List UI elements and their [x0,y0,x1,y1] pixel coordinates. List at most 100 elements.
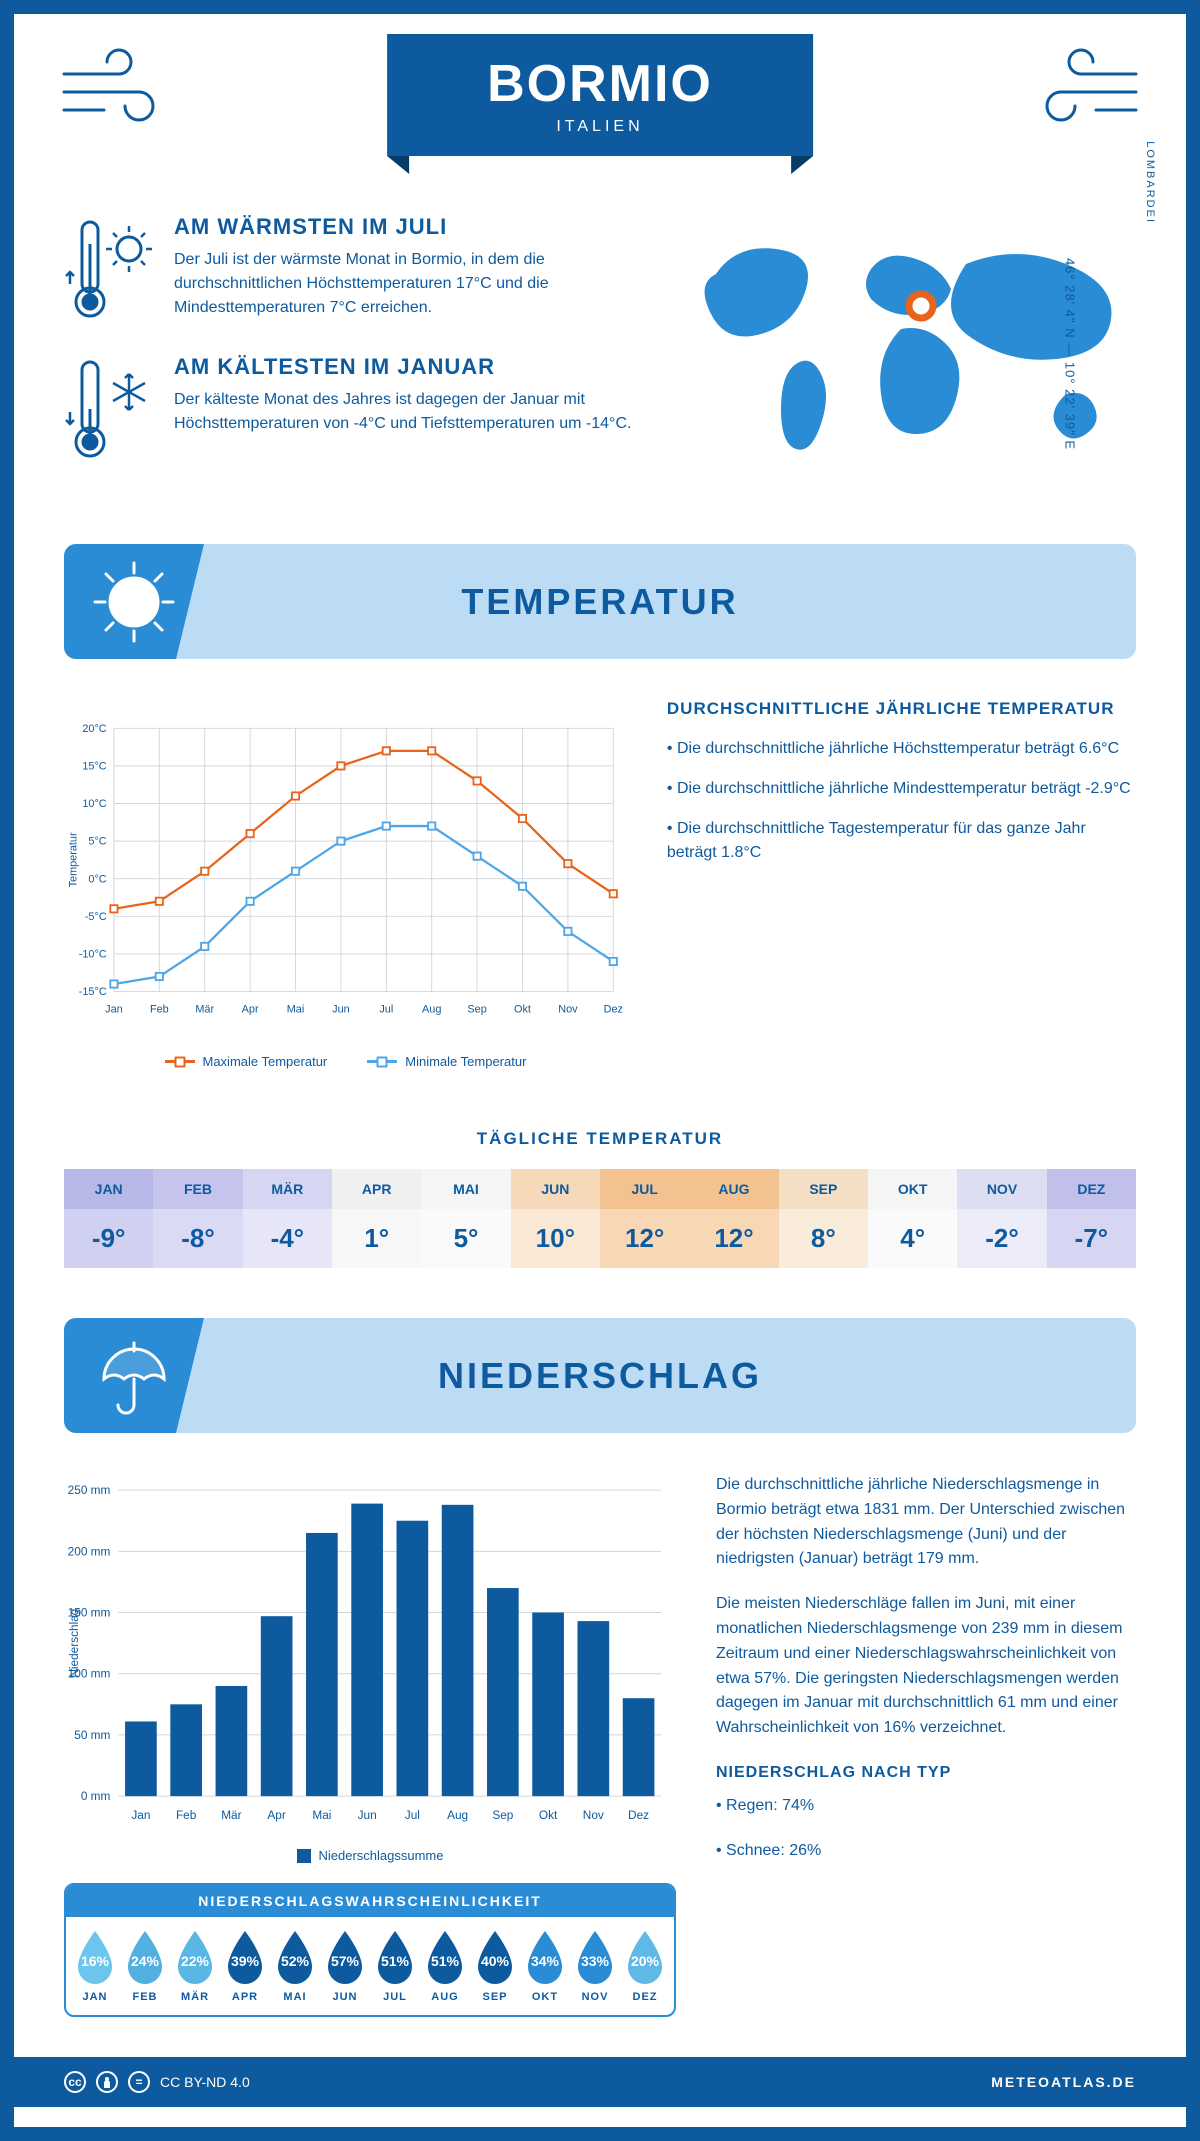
umbrella-icon [64,1318,204,1433]
city-name: BORMIO [487,54,713,114]
svg-text:Aug: Aug [422,1003,441,1015]
coordinates: 46° 28' 4" N — 10° 22' 39" E [1062,258,1077,450]
svg-text:-15°C: -15°C [79,986,107,998]
sun-icon [64,544,204,659]
daily-temp-cell: OKT4° [868,1169,957,1268]
svg-text:Jan: Jan [105,1003,123,1015]
daily-temp-cell: FEB-8° [153,1169,242,1268]
svg-text:Jan: Jan [131,1808,150,1822]
svg-text:20°C: 20°C [82,723,106,735]
temp-fact-bullet: • Die durchschnittliche jährliche Mindes… [667,777,1136,801]
precip-p1: Die durchschnittliche jährliche Niedersc… [716,1473,1136,1572]
world-map-box: LOMBARDEI 46° 28' 4" N — 10° 22' 39" E [686,214,1136,494]
svg-text:Jun: Jun [332,1003,350,1015]
probability-drop: 20% DEZ [622,1929,668,2003]
thermometer-sun-icon [64,214,154,324]
warmest-block: AM WÄRMSTEN IM JULI Der Juli ist der wär… [64,214,646,324]
temp-facts-title: DURCHSCHNITTLICHE JÄHRLICHE TEMPERATUR [667,699,1136,719]
svg-text:Mai: Mai [312,1808,331,1822]
daily-temp-cell: SEP8° [779,1169,868,1268]
probability-drop: 57% JUN [322,1929,368,2003]
daily-temp-cell: NOV-2° [957,1169,1046,1268]
thermometer-snow-icon [64,354,154,464]
temperature-facts: DURCHSCHNITTLICHE JÄHRLICHE TEMPERATUR •… [667,699,1136,1069]
bar-chart-legend: Niederschlagssumme [64,1848,676,1863]
svg-text:200 mm: 200 mm [68,1544,111,1558]
probability-drop: 34% OKT [522,1929,568,2003]
svg-text:Dez: Dez [604,1003,623,1015]
svg-text:Mär: Mär [221,1808,241,1822]
daily-temp-cell: APR1° [332,1169,421,1268]
daily-temp-cell: AUG12° [689,1169,778,1268]
svg-text:Jul: Jul [379,1003,393,1015]
svg-text:250 mm: 250 mm [68,1483,111,1497]
svg-text:Jun: Jun [358,1808,377,1822]
daily-temp-cell: JUN10° [511,1169,600,1268]
svg-text:Feb: Feb [150,1003,169,1015]
probability-drop: 51% JUL [372,1929,418,2003]
coldest-title: AM KÄLTESTEN IM JANUAR [174,354,646,380]
svg-text:Nov: Nov [583,1808,604,1822]
probability-drop: 22% MÄR [172,1929,218,2003]
probability-drop: 16% JAN [72,1929,118,2003]
daily-temp-cell: JAN-9° [64,1169,153,1268]
svg-text:5°C: 5°C [88,836,106,848]
svg-text:0 mm: 0 mm [81,1789,111,1803]
title-ribbon: BORMIO ITALIEN [387,34,813,156]
prob-title: NIEDERSCHLAGSWAHRSCHEINLICHKEIT [66,1885,674,1917]
svg-text:Temperatur: Temperatur [68,832,80,887]
probability-drop: 39% APR [222,1929,268,2003]
temp-fact-bullet: • Die durchschnittliche Tagestemperatur … [667,817,1136,865]
region-label: LOMBARDEI [1144,141,1156,224]
daily-temp-cell: MAI5° [421,1169,510,1268]
site-name: METEOATLAS.DE [991,2074,1136,2090]
svg-text:0°C: 0°C [88,873,106,885]
footer: cc = CC BY-ND 4.0 METEOATLAS.DE [14,2057,1186,2107]
svg-text:Okt: Okt [514,1003,531,1015]
svg-text:-10°C: -10°C [79,949,107,961]
warmest-title: AM WÄRMSTEN IM JULI [174,214,646,240]
probability-drop: 33% NOV [572,1929,618,2003]
cc-icon: cc [64,2071,86,2093]
intro-section: AM WÄRMSTEN IM JULI Der Juli ist der wär… [14,194,1186,544]
svg-text:Sep: Sep [467,1003,486,1015]
coldest-block: AM KÄLTESTEN IM JANUAR Der kälteste Mona… [64,354,646,464]
svg-text:Okt: Okt [539,1808,558,1822]
precip-banner: NIEDERSCHLAG [64,1318,1136,1433]
temperature-banner: TEMPERATUR [64,544,1136,659]
svg-text:10°C: 10°C [82,798,106,810]
nd-icon: = [128,2071,150,2093]
coldest-text: Der kälteste Monat des Jahres ist dagege… [174,388,646,436]
daily-temp-cell: JUL12° [600,1169,689,1268]
temp-fact-bullet: • Die durchschnittliche jährliche Höchst… [667,737,1136,761]
precip-bar-chart: 0 mm50 mm100 mm150 mm200 mm250 mmJanFebM… [64,1473,676,1833]
wind-icon-right [1036,44,1146,153]
svg-text:Apr: Apr [242,1003,259,1015]
country-name: ITALIEN [487,118,713,136]
svg-text:Feb: Feb [176,1808,197,1822]
precip-p2: Die meisten Niederschläge fallen im Juni… [716,1592,1136,1741]
probability-drop: 40% SEP [472,1929,518,2003]
probability-drop: 24% FEB [122,1929,168,2003]
by-icon [96,2071,118,2093]
warmest-text: Der Juli ist der wärmste Monat in Bormio… [174,248,646,320]
svg-text:Niederschlag: Niederschlag [67,1609,81,1678]
temp-banner-title: TEMPERATUR [204,581,1136,623]
probability-drop: 52% MAI [272,1929,318,2003]
svg-text:Mai: Mai [287,1003,305,1015]
temperature-line-chart: -15°C-10°C-5°C0°C5°C10°C15°C20°CJanFebMä… [64,699,627,1069]
wind-icon-left [54,44,164,153]
precip-probability-box: NIEDERSCHLAGSWAHRSCHEINLICHKEIT 16% JAN … [64,1883,676,2017]
license-text: CC BY-ND 4.0 [160,2074,250,2090]
precip-type-title: NIEDERSCHLAG NACH TYP [716,1761,1136,1786]
probability-drop: 51% AUG [422,1929,468,2003]
svg-text:Nov: Nov [558,1003,578,1015]
svg-text:-5°C: -5°C [85,911,107,923]
daily-temp-cell: MÄR-4° [243,1169,332,1268]
svg-text:15°C: 15°C [82,761,106,773]
svg-text:50 mm: 50 mm [74,1728,110,1742]
precip-snow: • Schnee: 26% [716,1839,1136,1864]
daily-temp-title: TÄGLICHE TEMPERATUR [14,1129,1186,1149]
svg-text:Jul: Jul [405,1808,420,1822]
precip-text: Die durchschnittliche jährliche Niedersc… [716,1473,1136,2017]
